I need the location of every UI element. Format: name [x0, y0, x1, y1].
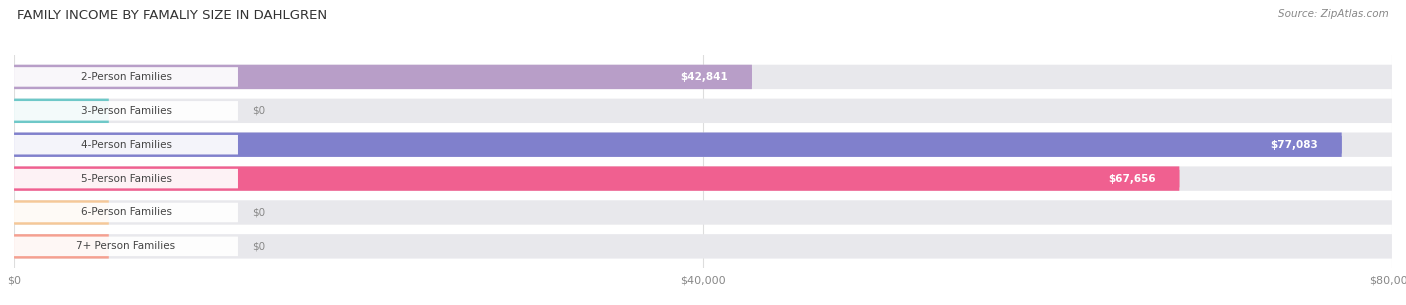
Text: $42,841: $42,841	[681, 72, 728, 82]
Text: $0: $0	[252, 241, 264, 251]
Text: $0: $0	[252, 207, 264, 217]
Text: 5-Person Families: 5-Person Families	[80, 174, 172, 184]
Text: Source: ZipAtlas.com: Source: ZipAtlas.com	[1278, 9, 1389, 19]
FancyBboxPatch shape	[14, 203, 238, 222]
FancyBboxPatch shape	[14, 132, 1341, 157]
FancyBboxPatch shape	[1084, 170, 1180, 187]
FancyBboxPatch shape	[14, 132, 1392, 157]
FancyBboxPatch shape	[14, 67, 238, 87]
FancyBboxPatch shape	[14, 65, 752, 89]
FancyBboxPatch shape	[14, 200, 108, 225]
FancyBboxPatch shape	[14, 234, 108, 259]
Text: 6-Person Families: 6-Person Families	[80, 207, 172, 217]
FancyBboxPatch shape	[14, 200, 1392, 225]
FancyBboxPatch shape	[14, 65, 1392, 89]
FancyBboxPatch shape	[657, 68, 752, 86]
Text: FAMILY INCOME BY FAMALIY SIZE IN DAHLGREN: FAMILY INCOME BY FAMALIY SIZE IN DAHLGRE…	[17, 9, 328, 22]
FancyBboxPatch shape	[1247, 136, 1341, 153]
Text: $0: $0	[252, 106, 264, 116]
Text: $77,083: $77,083	[1271, 140, 1319, 150]
FancyBboxPatch shape	[14, 234, 1392, 259]
Text: 3-Person Families: 3-Person Families	[80, 106, 172, 116]
Text: $67,656: $67,656	[1108, 174, 1156, 184]
FancyBboxPatch shape	[14, 99, 1392, 123]
FancyBboxPatch shape	[14, 101, 238, 120]
Text: 4-Person Families: 4-Person Families	[80, 140, 172, 150]
FancyBboxPatch shape	[14, 135, 238, 154]
FancyBboxPatch shape	[14, 99, 108, 123]
Text: 7+ Person Families: 7+ Person Families	[76, 241, 176, 251]
FancyBboxPatch shape	[14, 237, 238, 256]
Text: 2-Person Families: 2-Person Families	[80, 72, 172, 82]
FancyBboxPatch shape	[14, 167, 1392, 191]
FancyBboxPatch shape	[14, 169, 238, 188]
FancyBboxPatch shape	[14, 167, 1180, 191]
